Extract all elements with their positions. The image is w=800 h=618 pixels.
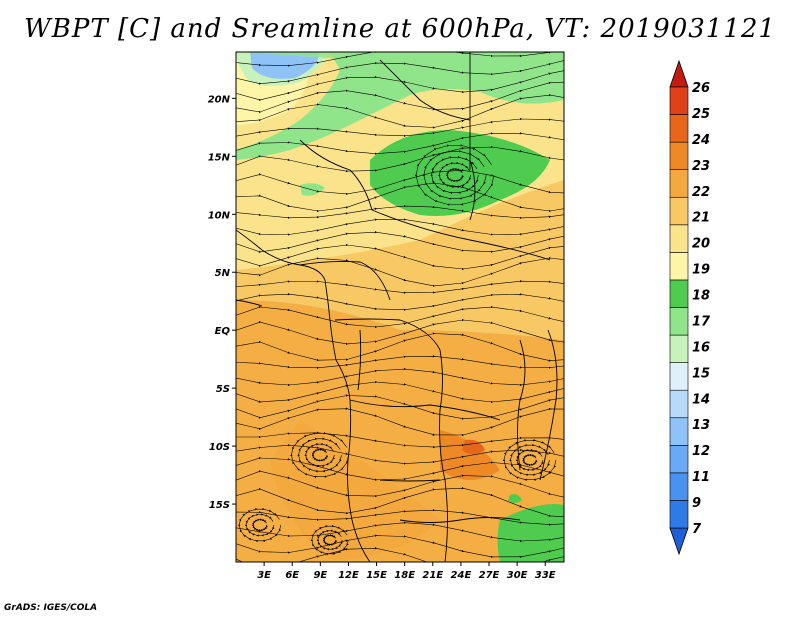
lat-tick-label: 20N <box>208 94 231 105</box>
lon-tick-label: 9E <box>313 570 327 581</box>
colorbar-max-triangle <box>669 59 689 88</box>
colorbar-label: 7 <box>692 522 702 537</box>
colorbar-label: 15 <box>692 366 710 381</box>
streamline <box>236 407 564 437</box>
colorbar-label: 16 <box>692 340 710 355</box>
colorbar-swatch <box>669 389 689 419</box>
colorbar-label: 14 <box>692 392 710 407</box>
lat-tick-label: 5N <box>215 268 231 279</box>
colorbar-label: 21 <box>692 211 710 226</box>
colorbar-label: 22 <box>692 185 710 200</box>
colorbar-label: 18 <box>692 289 710 304</box>
lon-tick-label: 33E <box>535 570 556 581</box>
colorbar-label: 13 <box>692 418 710 433</box>
lon-tick-label: 27E <box>479 570 500 581</box>
lon-tick-label: 12E <box>338 570 359 581</box>
grads-credit: GrADS: IGES/COLA <box>4 603 98 613</box>
lat-tick-label: 5S <box>216 384 230 395</box>
colorbar-swatch <box>669 252 689 281</box>
colorbar-label: 25 <box>692 107 710 122</box>
lon-tick-label: 15E <box>366 570 387 581</box>
streamline <box>236 332 564 362</box>
colorbar-swatch <box>669 224 689 253</box>
colorbar-swatch <box>669 417 689 446</box>
lat-tick-label: 15S <box>209 500 230 511</box>
streamline <box>236 355 564 370</box>
lat-tick-label: 10S <box>209 442 230 453</box>
streamline <box>236 486 564 518</box>
colorbar-min-triangle <box>669 527 689 556</box>
lat-tick-label: EQ <box>215 326 231 337</box>
colorbar-swatch <box>669 472 689 501</box>
colorbar-label: 23 <box>692 159 710 174</box>
wbpt-field <box>236 52 564 562</box>
colorbar-swatch <box>669 334 689 363</box>
streamline <box>236 280 564 294</box>
lat-tick-label: 10N <box>208 210 231 221</box>
colorbar-label: 11 <box>692 470 710 485</box>
streamline <box>236 204 564 220</box>
streamline <box>310 524 349 556</box>
lon-tick-label: 21E <box>422 570 443 581</box>
streamlines <box>236 52 564 562</box>
colorbar-label: 26 <box>692 81 710 96</box>
colorbar-label: 24 <box>692 133 710 148</box>
chart-title: WBPT [C] and Sreamline at 600hPa, VT: 20… <box>24 14 776 44</box>
streamline <box>238 507 282 543</box>
lon-tick-label: 24E <box>451 570 472 581</box>
colorbar-swatch <box>669 196 689 226</box>
streamline <box>414 144 495 206</box>
colorbar-swatch <box>669 500 689 529</box>
colorbar-label: 19 <box>692 263 710 278</box>
colorbar-label: 17 <box>692 314 711 329</box>
colorbar-swatch <box>669 169 689 198</box>
colorbar-swatch <box>669 362 689 391</box>
streamline <box>236 145 564 173</box>
colorbar-swatch <box>669 445 689 474</box>
lon-tick-label: 3E <box>257 570 271 581</box>
colorbar-swatch <box>669 279 689 308</box>
lon-tick-label: 30E <box>507 570 528 581</box>
colorbar-swatch <box>669 114 689 143</box>
colorbar-swatch <box>669 86 689 115</box>
streamline <box>290 431 349 479</box>
lat-tick-label: 15N <box>208 152 231 163</box>
colorbar-label: 9 <box>692 496 701 511</box>
map-frame <box>235 51 565 563</box>
colorbar-swatch <box>669 141 689 170</box>
colorbar-label: 12 <box>692 444 710 459</box>
lon-tick-label: 6E <box>285 570 299 581</box>
colorbar-label: 20 <box>692 237 710 252</box>
map-axes: 3E 6E 9E 12E 15E 18E 21E 24E 27E 30E 33E 20N 15N 10N 5… <box>208 94 556 581</box>
streamline <box>236 546 564 562</box>
streamline <box>502 438 557 482</box>
lon-tick-label: 18E <box>394 570 415 581</box>
colorbar-swatch <box>669 307 689 336</box>
